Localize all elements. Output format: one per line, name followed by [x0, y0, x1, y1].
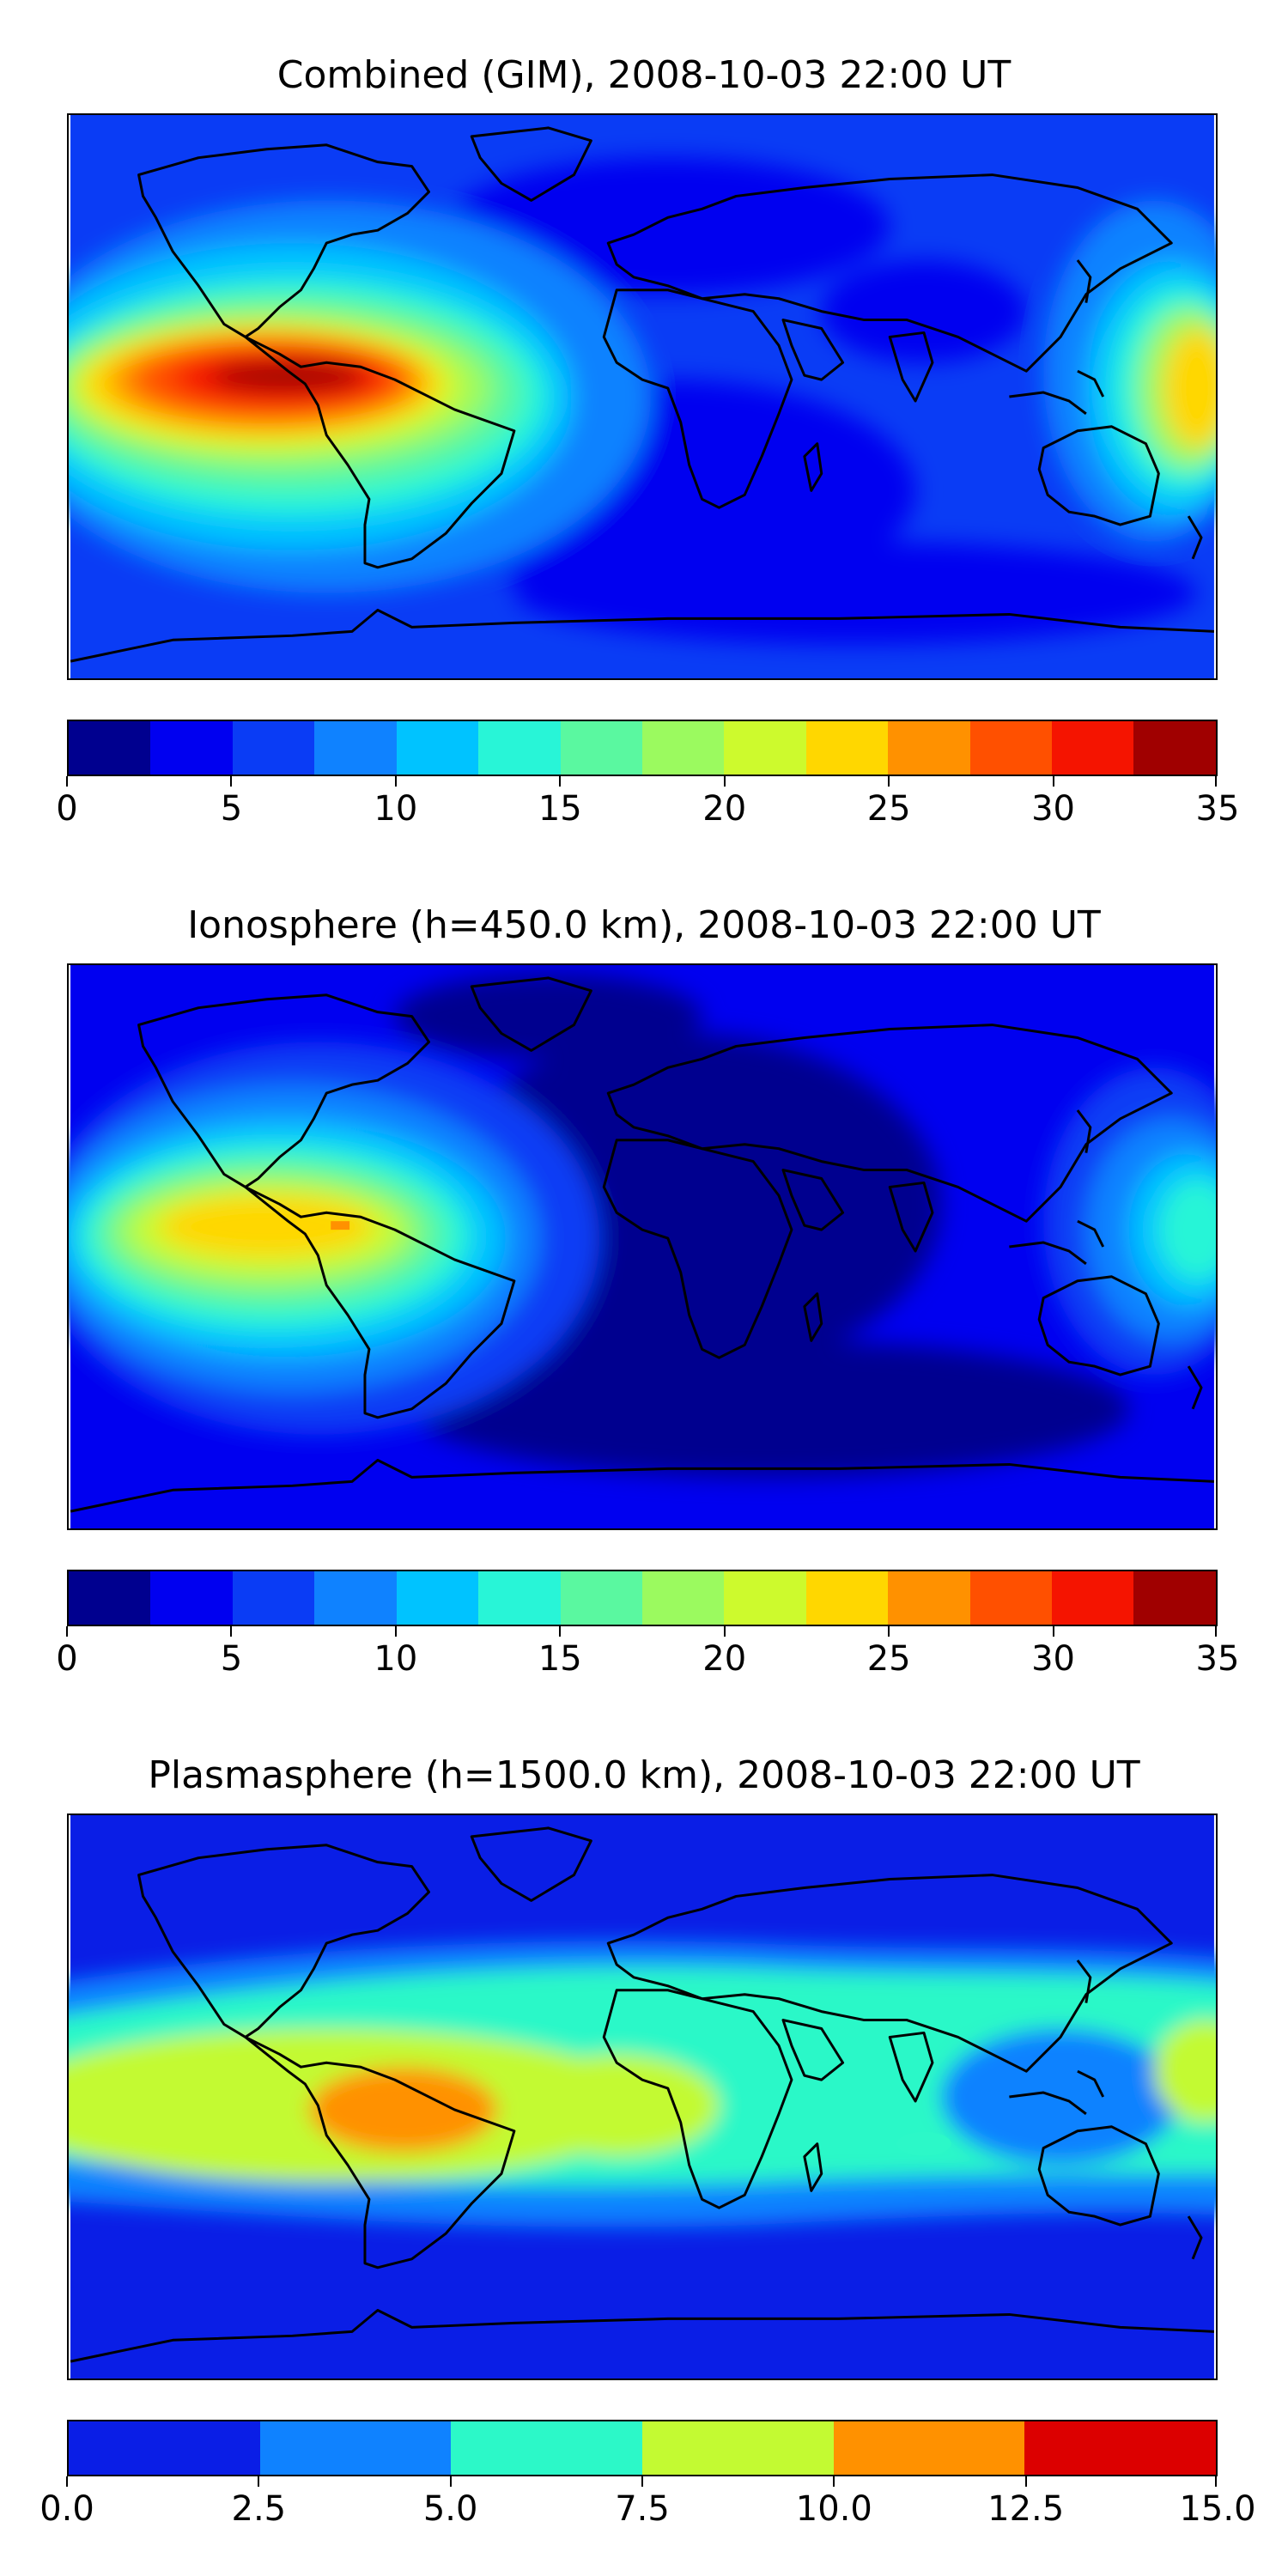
panel-2-colorbar-segment-1 [150, 1571, 233, 1625]
panel-2-tick-2 [394, 1626, 397, 1637]
panel-2-colorbar-segment-9 [805, 1571, 889, 1625]
panel-1-colorbar-segment-3 [314, 721, 397, 775]
panel-3-tick-label-2: 5.0 [422, 2489, 478, 2529]
panel-3-tick-label-3: 7.5 [615, 2489, 670, 2529]
panel-1-tick-3 [559, 776, 562, 787]
panel-1-tick-4 [723, 776, 726, 787]
panel-2-tick-label-0: 0 [56, 1639, 78, 1679]
panel-3-tick-label-5: 12.5 [987, 2489, 1065, 2529]
panel-2-colorbar-ticks: 0 5 10 15 20 25 30 35 [56, 1626, 1239, 1679]
panel-1-colorbar [67, 720, 1218, 776]
panel-2-tick-1 [230, 1626, 233, 1637]
panel-1-colorbar-segment-7 [641, 721, 725, 775]
panel-3-tick-3 [641, 2476, 643, 2487]
panel-3-colorbar-segment-3 [642, 2421, 834, 2475]
panel-3-tick-4 [833, 2476, 835, 2487]
panel-3-contour-fill [69, 1941, 1216, 2227]
panel-2-tick-label-4: 20 [702, 1639, 747, 1679]
panel-1-tick-7 [1215, 776, 1217, 787]
panel-1-colorbar-segment-6 [560, 721, 642, 775]
panel-3-tick-label-6: 15.0 [1179, 2489, 1256, 2529]
panel-2-colorbar-segment-2 [232, 1571, 315, 1625]
panel-3-map-svg [69, 1815, 1216, 2379]
panel-1-title: Combined (GIM), 2008-10-03 22:00 UT [276, 53, 1012, 97]
panel-1-tick-6 [1052, 776, 1054, 787]
panel-2-tick-label-3: 15 [538, 1639, 582, 1679]
panel-2-tick-6 [1052, 1626, 1054, 1637]
panel-2-tick-label-5: 25 [866, 1639, 911, 1679]
panel-1-colorbar-segment-1 [150, 721, 233, 775]
panel-3-map [67, 1814, 1218, 2380]
panel-2-tick-5 [888, 1626, 890, 1637]
panel-2-title: Ionosphere (h=450.0 km), 2008-10-03 22:0… [187, 903, 1101, 947]
panel-1-tick-2 [394, 776, 397, 787]
panel-3-colorbar-segment-4 [833, 2421, 1025, 2475]
panel-1-contour-fill [69, 157, 1216, 645]
panel-1-tick-0 [66, 776, 68, 787]
panel-2-tick-7 [1215, 1626, 1217, 1637]
panel-3-colorbar-segment-1 [259, 2421, 452, 2475]
panel-3-tick-0 [66, 2476, 68, 2487]
panel-1-colorbar-ticks: 0 5 10 15 20 25 30 35 [56, 776, 1239, 829]
panel-1-map-svg [69, 115, 1216, 678]
panel-2-colorbar-segment-3 [314, 1571, 397, 1625]
panel-1-colorbar-segment-8 [724, 721, 806, 775]
panel-2-tick-4 [723, 1626, 726, 1637]
panel-2-colorbar-segment-0 [69, 1571, 151, 1625]
panel-2-colorbar-segment-6 [560, 1571, 642, 1625]
panel-1-tick-label-4: 20 [702, 789, 747, 829]
panel-3-local-patch [896, 2131, 951, 2156]
panel-2-tick-label-6: 30 [1031, 1639, 1076, 1679]
panel-1-colorbar-segment-2 [232, 721, 315, 775]
panel-1-tick-label-2: 10 [374, 789, 418, 829]
panel-3-colorbar-ticks: 0.0 2.5 5.0 7.5 10.0 12.5 15.0 [39, 2476, 1256, 2529]
panel-2-map-svg [69, 965, 1216, 1528]
panel-3-tick-1 [258, 2476, 260, 2487]
panel-2-tick-0 [66, 1626, 68, 1637]
panel-1-colorbar-segment-4 [396, 721, 479, 775]
panel-2-colorbar [67, 1570, 1218, 1626]
panel-1-tick-label-6: 30 [1031, 789, 1076, 829]
panel-2-colorbar-segment-4 [396, 1571, 479, 1625]
panel-3-colorbar-segment-0 [69, 2421, 260, 2475]
panel-2-colorbar-segment-13 [1133, 1571, 1216, 1625]
panel-2-colorbar-segment-12 [1052, 1571, 1134, 1625]
panel-1-tick-label-5: 25 [866, 789, 911, 829]
panel-2-colorbar-segment-11 [969, 1571, 1053, 1625]
panel-2-tick-label-7: 35 [1195, 1639, 1240, 1679]
panel-3-tick-6 [1215, 2476, 1217, 2487]
panel-3-tick-5 [1024, 2476, 1027, 2487]
panel-1-colorbar-segment-0 [69, 721, 151, 775]
panel-1-colorbar-segment-10 [888, 721, 970, 775]
panel-1-tick-label-3: 15 [538, 789, 582, 829]
panel-1-tick-1 [230, 776, 233, 787]
panel-2-colorbar-segment-8 [724, 1571, 806, 1625]
panel-1-colorbar-segment-9 [805, 721, 889, 775]
panel-1-map [67, 113, 1218, 680]
panel-1-colorbar-segment-13 [1133, 721, 1216, 775]
panel-1-colorbar-segment-12 [1052, 721, 1134, 775]
panel-1-colorbar-segment-11 [969, 721, 1053, 775]
panel-3-tick-2 [449, 2476, 452, 2487]
panel-2-tick-label-1: 5 [220, 1639, 243, 1679]
panel-2-tick-3 [559, 1626, 562, 1637]
panel-1-tick-label-0: 0 [56, 789, 78, 829]
panel-2-tick-label-2: 10 [374, 1639, 418, 1679]
panel-3-colorbar-segment-2 [451, 2421, 643, 2475]
panel-2-map [67, 963, 1218, 1530]
panel-2-colorbar-segment-10 [888, 1571, 970, 1625]
panel-2-local-maximum [331, 1221, 350, 1230]
panel-1-colorbar-segment-5 [478, 721, 561, 775]
panel-3-tick-label-0: 0.0 [39, 2489, 94, 2529]
panel-3-colorbar-segment-5 [1024, 2421, 1217, 2475]
panel-2-colorbar-segment-5 [478, 1571, 561, 1625]
panel-1-tick-5 [888, 776, 890, 787]
panel-3-tick-label-4: 10.0 [795, 2489, 872, 2529]
panel-1-tick-label-1: 5 [220, 789, 243, 829]
panel-3-colorbar [67, 2420, 1218, 2476]
panel-1-tick-label-7: 35 [1195, 789, 1240, 829]
panel-3-tick-label-1: 2.5 [231, 2489, 287, 2529]
panel-3-title: Plasmasphere (h=1500.0 km), 2008-10-03 2… [148, 1753, 1140, 1797]
panel-2-colorbar-segment-7 [641, 1571, 725, 1625]
